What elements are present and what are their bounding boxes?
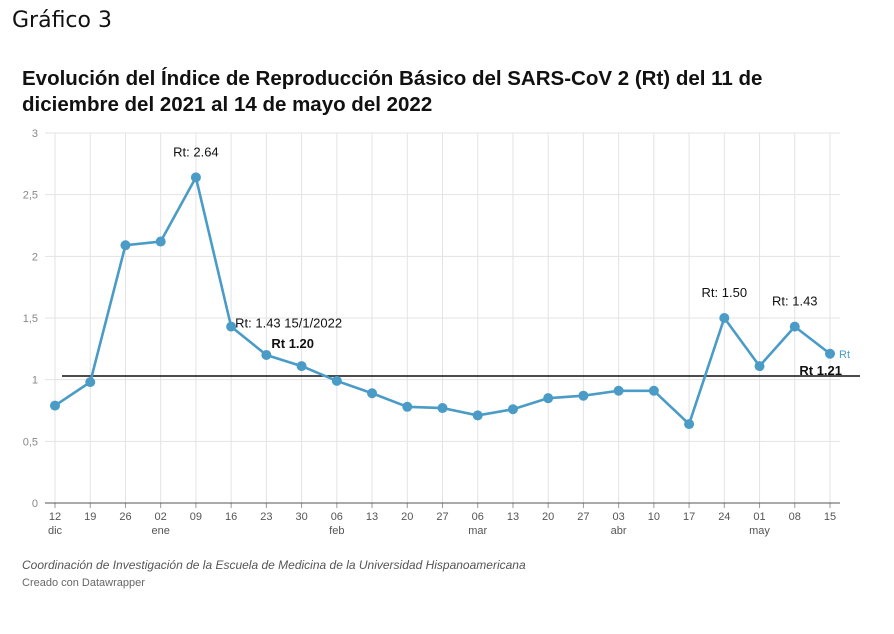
data-point [437,403,448,414]
data-point [402,401,413,412]
y-tick-label: 1 [32,375,38,387]
x-tick-label: 06 [331,511,343,523]
x-tick-label: 20 [401,511,413,523]
data-point [648,385,659,396]
x-tick-label: 02 [155,511,167,523]
data-point [578,390,589,401]
x-tick-label: 13 [507,511,519,523]
annotation-label: Rt 1.20 [271,336,314,351]
y-tick-label: 2,5 [23,190,38,202]
x-tick-label: 17 [683,511,695,523]
series-label: Rt [839,349,850,361]
annotation-label: Rt: 2.64 [173,144,219,159]
x-axis-ticks: 12 dic 19 26 02 ene 09 16 23 30 06 feb 13 20 27 06 mar 13… [45,502,840,537]
annotation-label: Rt 1.21 [799,363,842,378]
x-tick-month-label: abr [611,525,627,537]
figure-heading: Gráfico 3 [12,8,112,33]
source-note: Coordinación de Investigación de la Escu… [22,558,526,572]
x-tick-label: 24 [718,511,730,523]
data-point [507,404,518,415]
x-tick-label: 10 [648,511,660,523]
data-point [226,321,237,332]
data-point [190,172,201,183]
annotation-label: Rt: 1.43 15/1/2022 [235,316,342,331]
x-tick-label: 26 [119,511,131,523]
y-tick-label: 0,5 [23,436,38,448]
x-tick-label: 08 [789,511,801,523]
data-point [789,321,800,332]
x-tick-label: 13 [366,511,378,523]
data-point [684,419,695,430]
chart-title: Evolución del Índice de Reproducción Bás… [22,67,763,116]
x-tick-label: 09 [190,511,202,523]
x-tick-label: 03 [613,511,625,523]
annotation-label: Rt: 1.50 [702,285,748,300]
data-point [367,388,378,399]
data-point [719,313,730,323]
x-tick-month-label: ene [152,525,170,537]
annotations-group: Rt: 2.64 Rt: 1.43 15/1/2022 Rt 1.20 Rt: 1.5… [173,144,842,377]
x-tick-month-label: dic [48,525,63,537]
y-tick-label: 3 [32,128,38,140]
y-tick-label: 1,5 [23,313,38,325]
y-tick-label: 0 [32,498,38,510]
x-tick-label: 15 [824,511,836,523]
data-point [50,400,60,411]
data-point [261,350,272,360]
x-tick-label: 01 [753,511,765,523]
data-point [754,361,765,372]
data-point [155,236,166,247]
annotation-label: Rt: 1.43 [772,294,818,309]
y-axis-ticks: 0 0,5 1 1,5 2 2,5 3 [23,128,38,510]
data-point [825,348,835,359]
data-point [85,377,96,388]
x-tick-month-label: feb [329,525,344,537]
y-tick-label: 2 [32,251,38,263]
x-tick-label: 20 [542,511,554,523]
data-point [331,375,342,386]
data-point [120,240,131,251]
data-point [472,410,483,421]
x-tick-label: 06 [472,511,484,523]
data-point [296,361,307,372]
x-tick-label: 27 [436,511,448,523]
x-tick-label: 12 [49,511,61,523]
credit-note: Creado con Datawrapper [22,577,145,589]
x-tick-month-label: may [749,525,770,537]
x-tick-label: 30 [295,511,307,523]
data-point [613,385,624,396]
series-group: Rt [50,172,850,430]
x-tick-label: 23 [260,511,272,523]
x-tick-label: 19 [84,511,96,523]
chart-grid [45,132,840,503]
x-tick-label: 16 [225,511,237,523]
x-tick-month-label: mar [468,525,487,537]
x-tick-label: 27 [577,511,589,523]
data-point [543,393,554,404]
